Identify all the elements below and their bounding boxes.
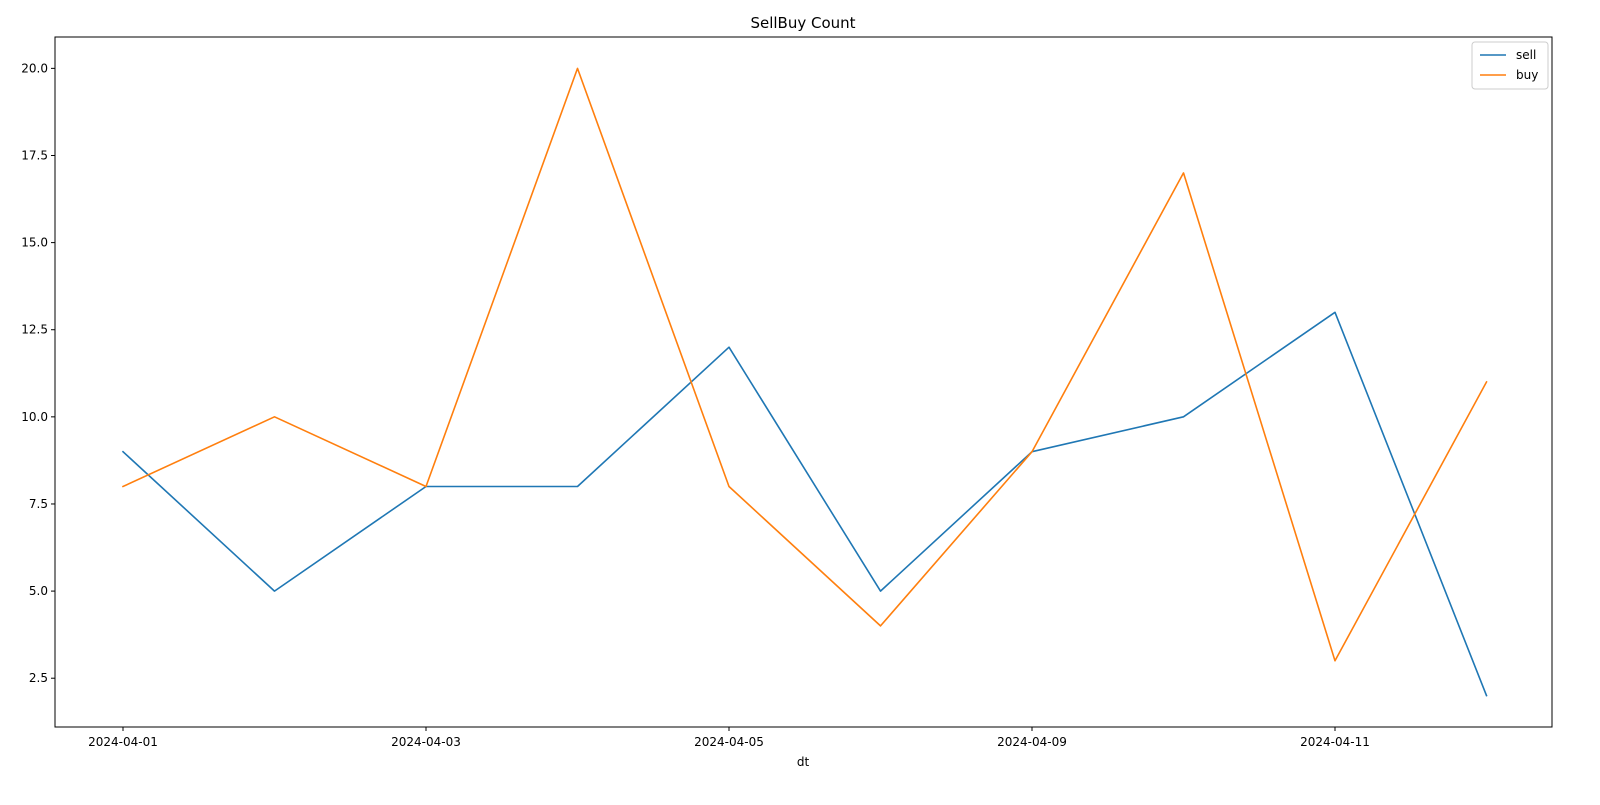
x-tick-label: 2024-04-11 <box>1300 735 1370 749</box>
series-line-buy <box>121 67 1488 662</box>
y-tick-label: 17.5 <box>21 148 48 162</box>
y-tick-label: 10.0 <box>21 410 48 424</box>
legend: sell buy <box>1471 41 1549 90</box>
x-tick-label: 2024-04-01 <box>88 735 158 749</box>
x-tick-label: 2024-04-05 <box>694 735 764 749</box>
legend-label-buy: buy <box>1516 68 1538 82</box>
y-tick-label: 12.5 <box>21 323 48 337</box>
y-tick-label: 20.0 <box>21 61 48 75</box>
x-tick-label: 2024-04-09 <box>997 735 1067 749</box>
x-tick-label: 2024-04-03 <box>391 735 461 749</box>
y-tick-label: 15.0 <box>21 236 48 250</box>
x-axis-title: dt <box>797 755 810 769</box>
y-tick-label: 2.5 <box>29 671 48 685</box>
y-tick-label: 5.0 <box>29 584 48 598</box>
y-tick-label: 7.5 <box>29 497 48 511</box>
plot-frame <box>54 36 1553 728</box>
plot-area: 2.5 5.0 7.5 10.0 12.5 15.0 17.5 20.0 2024-04-01 2… <box>21 36 1553 749</box>
chart-title: SellBuy Count <box>750 14 855 32</box>
legend-label-sell: sell <box>1516 48 1536 62</box>
series-line-sell <box>121 311 1488 697</box>
legend-box <box>1471 41 1549 90</box>
